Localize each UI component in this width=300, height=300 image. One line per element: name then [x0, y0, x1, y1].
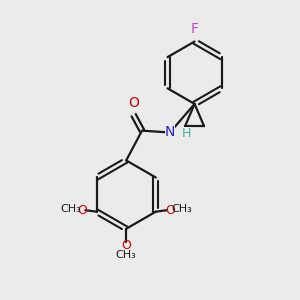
Text: CH₃: CH₃ — [171, 204, 192, 214]
Text: F: F — [190, 22, 199, 36]
Text: CH₃: CH₃ — [61, 204, 81, 214]
Text: O: O — [128, 96, 139, 110]
Text: H: H — [182, 127, 191, 140]
Text: O: O — [121, 238, 131, 252]
Text: O: O — [77, 204, 87, 217]
Text: N: N — [165, 125, 175, 139]
Text: O: O — [165, 204, 175, 217]
Text: CH₃: CH₃ — [116, 250, 136, 260]
